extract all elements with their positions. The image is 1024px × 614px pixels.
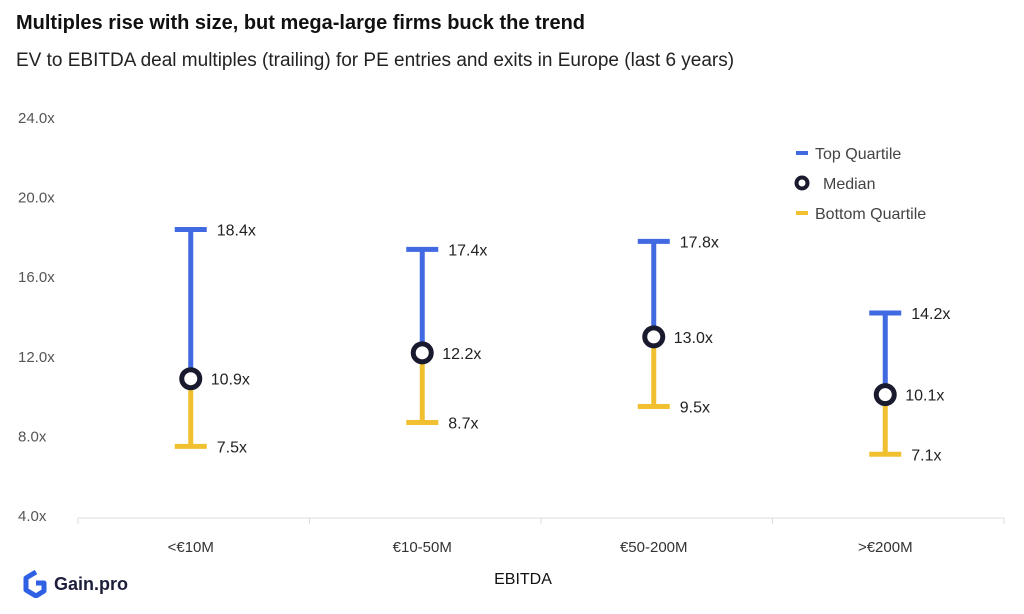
y-tick-label: 8.0x [18,428,47,445]
median-point [873,383,897,407]
median-label: 10.1x [905,388,944,405]
median-point [410,341,434,365]
top-quartile-label: 14.2x [911,306,950,323]
bottom-quartile-label: 9.5x [680,400,710,417]
median-label: 10.9x [211,372,250,389]
chart-title: Multiples rise with size, but mega-large… [16,12,586,34]
bottom-quartile-label: 8.7x [448,415,478,432]
median-label: 13.0x [674,330,713,347]
x-tick-label: <€10M [168,539,214,556]
legend-median-swatch [794,175,810,191]
top-quartile-label: 17.8x [680,234,719,251]
legend-top-quartile-label: Top Quartile [815,146,901,163]
y-tick-label: 16.0x [18,269,55,286]
bottom-quartile-label: 7.1x [911,447,941,464]
gain-logo-icon [23,570,47,598]
y-tick-label: 4.0x [18,508,47,525]
median-point [179,367,203,391]
top-quartile-label: 18.4x [217,222,256,239]
x-tick-label: €10-50M [393,539,452,556]
legend-bottom-quartile-label: Bottom Quartile [815,206,926,223]
top-quartile-label: 17.4x [448,242,487,259]
legend-median-label: Median [823,176,875,193]
chart-subtitle: EV to EBITDA deal multiples (trailing) f… [16,50,735,71]
median-label: 12.2x [442,346,481,363]
brand-name: Gain.pro [54,573,129,594]
brand-logo: Gain.pro [22,570,128,598]
x-axis-label: EBITDA [494,571,552,588]
y-tick-label: 24.0x [18,110,55,127]
y-tick-label: 20.0x [18,190,55,207]
y-tick-label: 12.0x [18,349,55,366]
bottom-quartile-label: 7.5x [217,439,247,456]
median-point [642,325,666,349]
x-tick-label: >€200M [858,539,913,556]
x-tick-label: €50-200M [620,539,688,556]
